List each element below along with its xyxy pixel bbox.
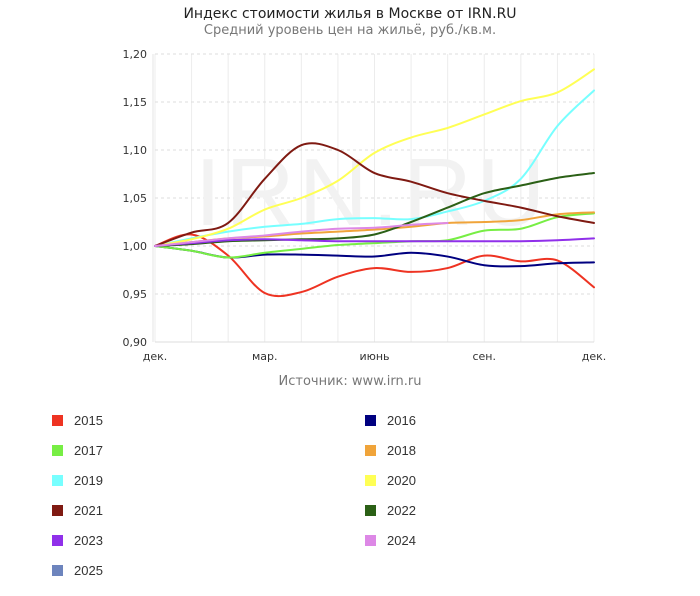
x-tick-label: мар. <box>252 350 278 363</box>
legend-label: 2015 <box>74 412 103 428</box>
legend-swatch <box>52 534 63 546</box>
series-line-2020 <box>154 68 595 247</box>
series-lines <box>154 68 595 298</box>
legend-swatch <box>52 564 63 576</box>
chart-title: Индекс стоимости жилья в Москве от IRN.R… <box>183 6 517 22</box>
x-tick-label: дек. <box>582 350 607 363</box>
legend-label: 2023 <box>74 532 103 548</box>
legend-item-2023[interactable]: 2023 <box>52 531 103 549</box>
legend-label: 2024 <box>387 532 416 548</box>
x-axis: дек. мар. июнь сен. дек. <box>143 350 607 363</box>
y-axis: 0,90 0,95 1,00 1,05 1,10 1,15 1,20 <box>123 48 148 349</box>
legend-item-2020[interactable]: 2020 <box>365 471 416 489</box>
legend-label: 2025 <box>74 562 103 578</box>
chart-subtitle: Средний уровень цен на жильё, руб./кв.м. <box>203 23 497 38</box>
legend-label: 2020 <box>387 472 416 488</box>
series-line-2019 <box>154 89 595 247</box>
y-tick-label: 0,95 <box>123 288 148 301</box>
source-note: Источник: www.irn.ru <box>278 374 422 389</box>
series-line-2015 <box>154 233 595 298</box>
y-tick-label: 0,90 <box>123 336 148 349</box>
legend-item-2021[interactable]: 2021 <box>52 501 103 519</box>
legend-swatch <box>52 414 63 426</box>
legend-item-2015[interactable]: 2015 <box>52 411 103 429</box>
legend-item-2017[interactable]: 2017 <box>52 441 103 459</box>
legend-item-2019[interactable]: 2019 <box>52 471 103 489</box>
legend-swatch <box>365 444 376 456</box>
legend-label: 2019 <box>74 472 103 488</box>
legend-swatch <box>52 504 63 516</box>
y-tick-label: 1,10 <box>123 144 148 157</box>
series-line-2024 <box>154 221 449 247</box>
legend-label: 2021 <box>74 502 103 518</box>
legend-item-2016[interactable]: 2016 <box>365 411 416 429</box>
legend-item-2024[interactable]: 2024 <box>365 531 416 549</box>
line-chart: IRN.RU 0,900,951,001,051,101,151,20 дек.… <box>123 48 607 363</box>
y-tick-label: 1,05 <box>123 192 148 205</box>
legend-swatch <box>365 414 376 426</box>
legend-label: 2016 <box>387 412 416 428</box>
x-tick-label: июнь <box>359 350 389 363</box>
legend-swatch <box>52 444 63 456</box>
series-line-2023 <box>154 237 595 247</box>
legend-item-2018[interactable]: 2018 <box>365 441 416 459</box>
legend-swatch <box>52 474 63 486</box>
x-tick-label: сен. <box>472 350 496 363</box>
legend-swatch <box>365 474 376 486</box>
legend-label: 2017 <box>74 442 103 458</box>
legend-item-2022[interactable]: 2022 <box>365 501 416 519</box>
series-line-2021 <box>154 142 595 247</box>
legend-item-2025[interactable]: 2025 <box>52 561 103 579</box>
legend-swatch <box>365 504 376 516</box>
y-tick-label: 1,15 <box>123 96 148 109</box>
y-tick-label: 1,00 <box>123 240 148 253</box>
y-tick-label: 1,20 <box>123 48 148 61</box>
legend-label: 2018 <box>387 442 416 458</box>
legend-swatch <box>365 534 376 546</box>
x-tick-label: дек. <box>143 350 168 363</box>
series-line-2017 <box>154 212 595 259</box>
legend-label: 2022 <box>387 502 416 518</box>
